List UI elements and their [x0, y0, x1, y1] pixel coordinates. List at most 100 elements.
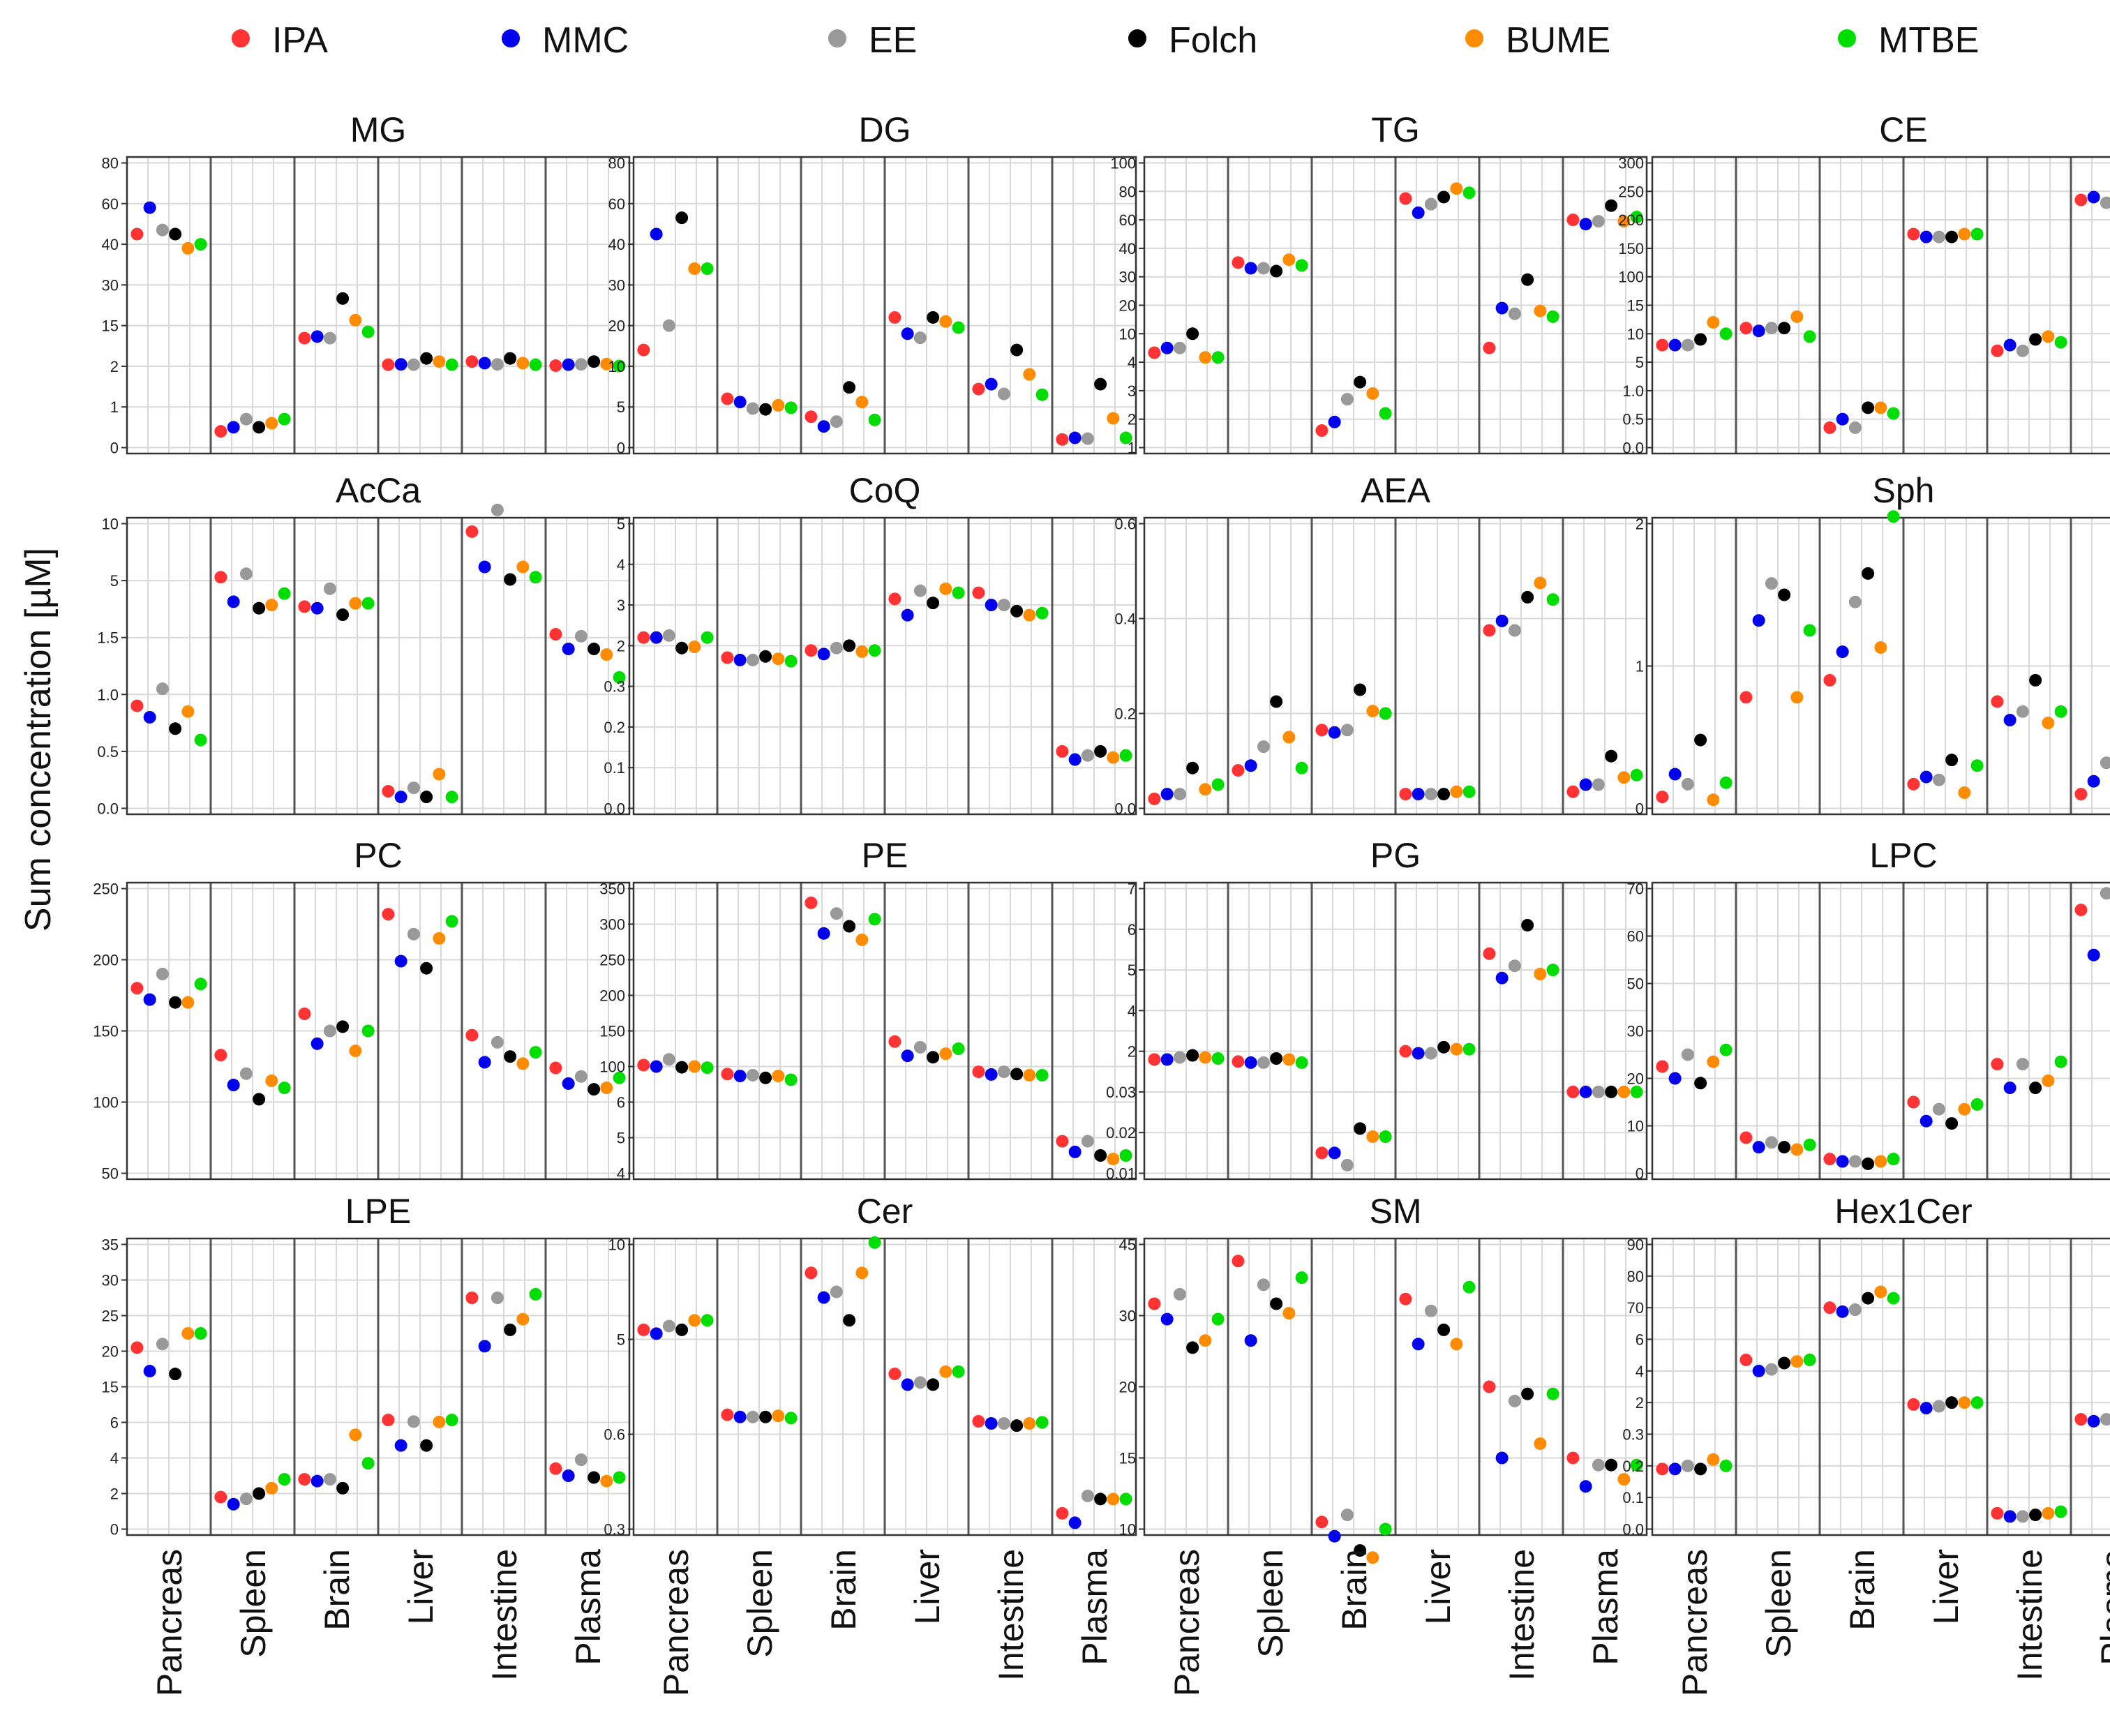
data-point-intestine-mtbe [1546, 1387, 1559, 1400]
data-point-plasma-bume [600, 357, 613, 371]
data-point-intestine-mtbe [529, 571, 542, 584]
data-point-intestine-mmc [985, 377, 998, 391]
plot-frame [126, 516, 631, 816]
x-category-label-spleen: Spleen [1759, 1549, 1798, 1658]
data-point-plasma-bume [1617, 1085, 1631, 1098]
data-point-spleen-bume [1790, 1355, 1804, 1368]
data-point-intestine-mmc [985, 599, 998, 612]
data-point-plasma-mmc [1068, 1516, 1082, 1529]
data-point-brain-ipa [1315, 1516, 1329, 1529]
y-tick-label: 5 [110, 572, 119, 590]
data-point-spleen-ee [1257, 740, 1270, 754]
data-point-liver-bume [939, 582, 952, 595]
data-point-spleen-mtbe [784, 401, 798, 414]
data-point-spleen-ipa [214, 425, 227, 438]
legend-label-mmc: MMC [542, 20, 629, 61]
data-point-brain-mtbe [1887, 1153, 1900, 1166]
data-point-pancreas-ipa [1148, 346, 1161, 359]
data-point-liver-ipa [382, 908, 395, 921]
data-point-brain-mtbe [868, 413, 881, 426]
data-point-spleen-mmc [1752, 1141, 1765, 1154]
y-tick-label: 30 [608, 276, 625, 294]
data-point-brain-ipa [805, 644, 818, 657]
data-point-spleen-mtbe [1803, 624, 1816, 637]
y-tick-label: 0.03 [1106, 1084, 1136, 1101]
data-point-pancreas-bume [181, 996, 195, 1009]
data-point-spleen-mmc [227, 421, 240, 434]
data-point-pancreas-ee [662, 1053, 675, 1066]
data-point-brain-mmc [310, 601, 324, 615]
data-point-plasma-mmc [1579, 1085, 1592, 1098]
data-point-plasma-bume [1107, 1492, 1120, 1506]
data-point-spleen-mmc [733, 1410, 747, 1423]
data-point-pancreas-ipa [637, 1058, 650, 1072]
legend-label-ipa: IPA [272, 20, 328, 61]
data-point-intestine-ipa [465, 1292, 479, 1304]
data-point-spleen-mtbe [1295, 761, 1308, 775]
data-point-pancreas-folch [169, 227, 182, 241]
y-tick-label: 0 [1636, 800, 1644, 818]
data-point-liver-mmc [394, 1439, 407, 1452]
data-point-liver-ee [913, 1040, 927, 1054]
data-point-liver-ipa [1907, 227, 1920, 241]
data-point-pancreas-ee [1173, 341, 1186, 354]
data-point-brain-mmc [817, 420, 830, 433]
data-point-brain-ipa [805, 896, 818, 909]
data-point-brain-ipa [1823, 421, 1836, 434]
data-point-brain-ipa [805, 410, 818, 424]
data-point-intestine-bume [516, 1312, 530, 1326]
data-point-intestine-mtbe [2054, 1505, 2067, 1518]
y-tick-label: 0.5 [1622, 411, 1644, 428]
data-point-spleen-ipa [1739, 691, 1753, 704]
data-point-intestine-bume [1534, 1437, 1547, 1451]
legend-label-mtbe: MTBE [1878, 20, 1979, 61]
y-tick-label: 0.6 [604, 1426, 625, 1444]
y-tick-label: 6 [110, 1414, 119, 1432]
data-point-plasma-bume [1617, 1473, 1631, 1486]
data-point-liver-folch [927, 597, 940, 610]
data-point-plasma-ee [1081, 1489, 1094, 1502]
data-point-pancreas-ipa [1148, 1297, 1161, 1310]
data-point-plasma-ee [1592, 1458, 1605, 1472]
data-point-intestine-ee [2016, 705, 2029, 718]
data-point-liver-ee [1424, 1047, 1437, 1060]
data-point-spleen-ee [1257, 1278, 1270, 1292]
data-point-pancreas-folch [169, 996, 182, 1009]
data-point-spleen-mtbe [1803, 1353, 1816, 1366]
data-point-intestine-ipa [1991, 695, 2004, 708]
data-point-pancreas-mtbe [1719, 1459, 1733, 1472]
data-point-pancreas-ipa [130, 982, 144, 995]
data-point-spleen-bume [265, 599, 278, 612]
data-point-plasma-mmc [2087, 948, 2100, 961]
data-point-brain-folch [1862, 1292, 1875, 1305]
data-point-spleen-folch [253, 1487, 266, 1500]
plot-frame [632, 156, 1137, 455]
data-point-spleen-folch [1778, 588, 1791, 601]
data-point-liver-ee [407, 358, 420, 371]
data-point-pancreas-ipa [1656, 1462, 1669, 1476]
panel-title: Cer [857, 1192, 913, 1231]
data-point-pancreas-ipa [637, 1323, 650, 1336]
data-point-liver-bume [939, 1365, 952, 1378]
data-point-pancreas-ee [156, 682, 169, 696]
data-point-pancreas-bume [1199, 783, 1212, 796]
data-point-brain-mmc [310, 330, 324, 343]
data-point-pancreas-mmc [650, 631, 663, 644]
data-point-plasma-ipa [1056, 744, 1069, 758]
panel-title: AcCa [336, 471, 421, 510]
y-tick-label: 2 [617, 637, 625, 654]
y-tick-label: 10 [608, 358, 625, 375]
data-point-plasma-ipa [2074, 788, 2088, 801]
y-tick-label: 300 [1618, 155, 1644, 172]
data-point-spleen-ipa [721, 392, 734, 405]
data-point-pancreas-ee [662, 629, 675, 642]
data-point-plasma-ipa [1566, 1451, 1580, 1465]
data-point-spleen-mtbe [784, 1073, 798, 1086]
data-point-pancreas-mtbe [194, 978, 207, 991]
data-point-intestine-folch [2029, 1082, 2042, 1095]
data-point-intestine-bume [1023, 1068, 1036, 1082]
data-point-intestine-mtbe [1035, 606, 1049, 620]
panel-pe: PE 4 5 6 100 150 200 250 300 350 [599, 836, 1137, 1183]
x-category-label-brain: Brain [824, 1549, 863, 1631]
y-tick-label: 80 [608, 155, 625, 172]
